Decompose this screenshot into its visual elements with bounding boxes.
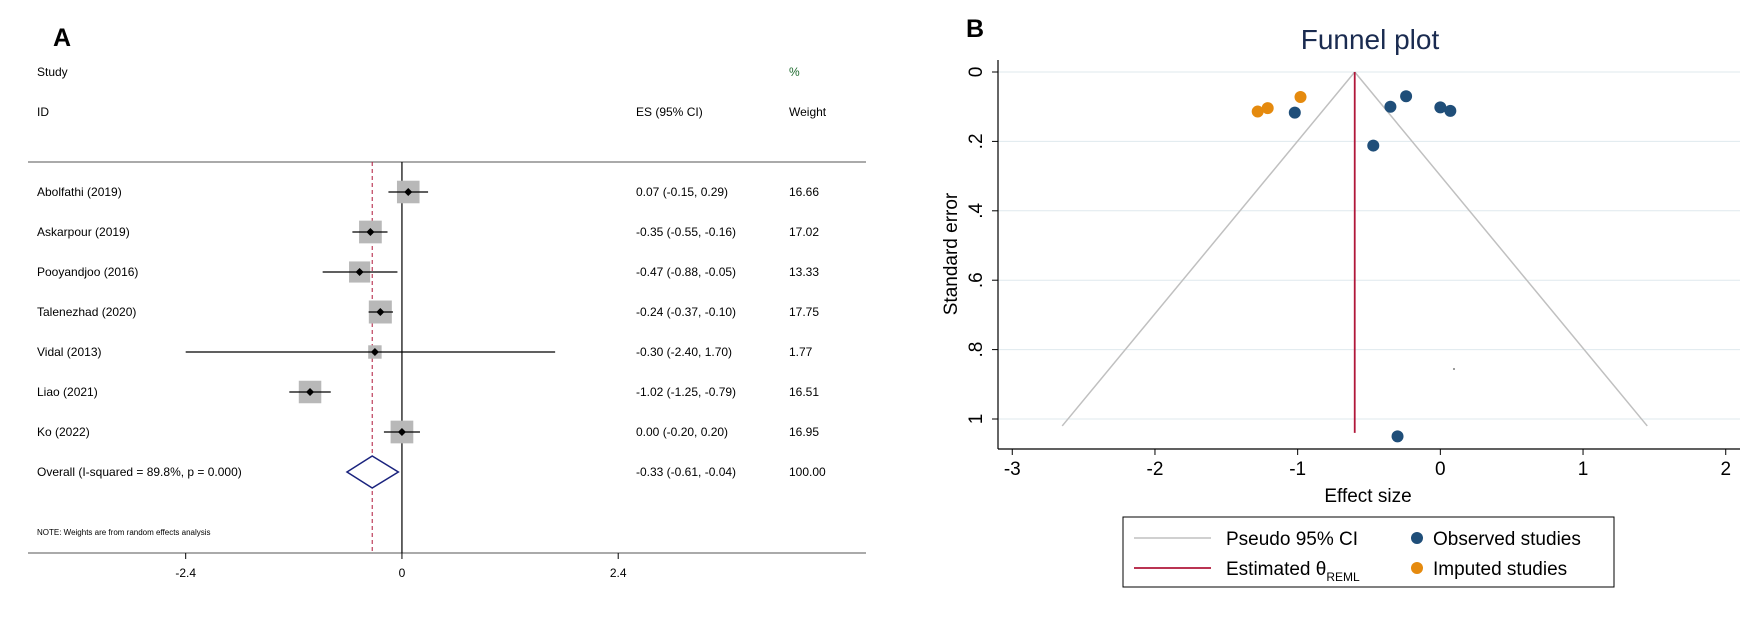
study-name: Talenezhad (2020) xyxy=(37,305,136,319)
observed-study-point xyxy=(1288,106,1301,119)
observed-study-point xyxy=(1391,430,1404,443)
observed-study-point xyxy=(1384,100,1397,113)
funnel-x-tick-label: -2 xyxy=(1147,459,1164,480)
panel-a-letter: A xyxy=(53,24,71,52)
legend-theta-main: Estimated θ xyxy=(1226,559,1326,580)
study-ci-text: -0.35 (-0.55, -0.16) xyxy=(636,225,736,239)
observed-study-point xyxy=(1367,139,1380,152)
study-name: Vidal (2013) xyxy=(37,345,102,359)
header-pct: % xyxy=(789,65,800,79)
study-point-marker xyxy=(376,308,385,316)
observed-study-point xyxy=(1444,104,1457,117)
study-name: Liao (2021) xyxy=(37,385,98,399)
forest-note: NOTE: Weights are from random effects an… xyxy=(37,528,211,537)
forest-rows: Abolfathi (2019) 0.07 (-0.15, 0.29) 16.66 A… xyxy=(37,162,826,553)
study-ci-text: 0.00 (-0.20, 0.20) xyxy=(636,425,728,439)
study-weight: 1.77 xyxy=(789,345,813,359)
legend-ci-label: Pseudo 95% CI xyxy=(1226,529,1358,550)
study-weight: 13.33 xyxy=(789,265,819,279)
study-point-marker xyxy=(355,268,364,276)
funnel-y-tick-label: 1 xyxy=(966,414,987,425)
study-ci-text: -0.24 (-0.37, -0.10) xyxy=(636,305,736,319)
study-point-marker xyxy=(404,188,413,196)
funnel-legend: Pseudo 95% CI Estimated θREML Observed s… xyxy=(1122,516,1615,588)
funnel-y-tick-label: .4 xyxy=(966,202,987,218)
header-weight: Weight xyxy=(789,105,827,119)
observed-study-point xyxy=(1434,101,1447,114)
study-ci-text: -0.47 (-0.88, -0.05) xyxy=(636,265,736,279)
funnel-x-tick-label: -3 xyxy=(1004,459,1021,480)
imputed-study-point xyxy=(1251,105,1264,118)
funnel-x-ticks: -3 -2 -1 0 1 2 xyxy=(1004,449,1731,480)
observed-study-point xyxy=(1400,90,1413,103)
study-ci-text: -0.30 (-2.40, 1.70) xyxy=(636,345,732,359)
study-ci-text: -1.02 (-1.25, -0.79) xyxy=(636,385,736,399)
funnel-ylabel: Standard error xyxy=(941,192,962,315)
overall-diamond xyxy=(345,455,400,489)
header-id: ID xyxy=(37,105,49,119)
study-weight: 17.02 xyxy=(789,225,819,239)
overall-label: Overall (I-squared = 89.8%, p = 0.000) xyxy=(37,465,242,479)
study-point-marker xyxy=(306,388,315,396)
study-name: Pooyandjoo (2016) xyxy=(37,265,138,279)
overall-weight: 100.00 xyxy=(789,465,826,479)
pseudo-ci-lines xyxy=(1061,71,1648,427)
funnel-grid xyxy=(998,71,1740,420)
forest-x-axis: -2.4 0 2.4 xyxy=(175,553,627,580)
funnel-title: Funnel plot xyxy=(1301,24,1440,55)
forest-x-tick-label: 2.4 xyxy=(610,566,627,580)
forest-plot: A Study ID ES (95% CI) % Weight Abolfath… xyxy=(28,24,866,580)
forest-x-tick-label: 0 xyxy=(399,566,406,580)
imputed-study-point xyxy=(1261,102,1274,115)
study-weight: 16.51 xyxy=(789,385,819,399)
study-name: Ko (2022) xyxy=(37,425,90,439)
study-name: Askarpour (2019) xyxy=(37,225,130,239)
funnel-plot: B Funnel plot 0 .2 .4 .6 .8 1 -3 -2 -1 0 1 2 Effec… xyxy=(941,15,1740,588)
funnel-y-tick-label: .8 xyxy=(966,342,987,358)
study-ci-text: 0.07 (-0.15, 0.29) xyxy=(636,185,728,199)
study-name: Abolfathi (2019) xyxy=(37,185,122,199)
stray-dot xyxy=(1453,368,1455,370)
study-point-marker xyxy=(397,428,406,436)
legend-theta-label: Estimated θREML xyxy=(1226,559,1360,584)
pseudo-ci-left-line xyxy=(1061,71,1356,427)
header-study: Study xyxy=(37,65,68,79)
funnel-y-tick-label: .6 xyxy=(966,272,987,288)
study-weight: 16.66 xyxy=(789,185,819,199)
legend-imputed-label: Imputed studies xyxy=(1433,559,1567,580)
funnel-y-ticks: 0 .2 .4 .6 .8 1 xyxy=(966,67,998,425)
legend-box xyxy=(1122,516,1615,588)
legend-observed-label: Observed studies xyxy=(1433,529,1581,550)
funnel-y-tick-label: 0 xyxy=(966,67,987,78)
imputed-study-point xyxy=(1294,90,1307,103)
funnel-x-tick-label: 1 xyxy=(1578,459,1589,480)
overall-ci-text: -0.33 (-0.61, -0.04) xyxy=(636,465,736,479)
funnel-y-tick-label: .2 xyxy=(966,133,987,149)
study-weight: 17.75 xyxy=(789,305,819,319)
panel-b-letter: B xyxy=(966,15,984,43)
study-point-marker xyxy=(370,348,379,356)
pseudo-ci-right-line xyxy=(1354,71,1648,427)
funnel-xlabel: Effect size xyxy=(1324,486,1411,507)
legend-imputed-swatch xyxy=(1411,562,1423,574)
forest-x-tick-label: -2.4 xyxy=(175,566,196,580)
legend-observed-swatch xyxy=(1411,532,1423,544)
funnel-points xyxy=(1251,90,1457,443)
funnel-x-tick-label: -1 xyxy=(1289,459,1306,480)
funnel-x-tick-label: 2 xyxy=(1720,459,1731,480)
study-point-marker xyxy=(366,228,375,236)
funnel-x-tick-label: 0 xyxy=(1435,459,1446,480)
legend-theta-sub: REML xyxy=(1326,570,1360,584)
study-weight: 16.95 xyxy=(789,425,819,439)
header-es: ES (95% CI) xyxy=(636,105,703,119)
